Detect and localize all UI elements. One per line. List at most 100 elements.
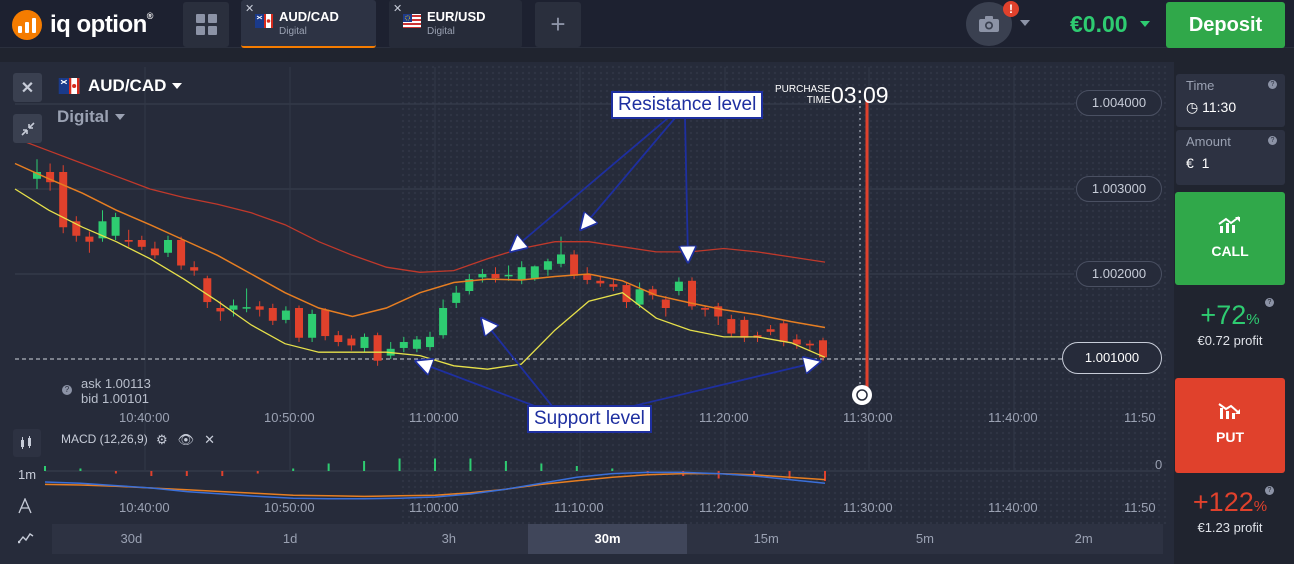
- time-axis-label: 11:00:00: [409, 500, 459, 515]
- chart-type-icon[interactable]: [17, 530, 34, 547]
- period-option[interactable]: 2m: [1074, 531, 1093, 546]
- deposit-button[interactable]: Deposit: [1166, 2, 1285, 48]
- aud-cad-flag-icon: [255, 14, 273, 28]
- time-axis-label: 11:00:00: [409, 410, 459, 425]
- candle-down: [321, 309, 330, 337]
- put-button[interactable]: PUT: [1175, 378, 1285, 473]
- collapse-icon: [20, 121, 35, 136]
- candle-down: [779, 323, 788, 342]
- close-tab-icon[interactable]: ✕: [245, 3, 255, 15]
- grid-icon: [195, 14, 217, 35]
- help-icon[interactable]: ?: [1268, 136, 1277, 145]
- amount-input[interactable]: Amount ? € 1: [1176, 130, 1285, 185]
- candle-down: [648, 289, 657, 296]
- candle-up: [439, 308, 448, 336]
- settings-gear-icon[interactable]: ⚙: [156, 432, 168, 447]
- visibility-eye-icon[interactable]: 👁: [177, 432, 195, 447]
- chevron-down-icon: [114, 114, 125, 120]
- logo[interactable]: iq option®: [12, 10, 153, 40]
- candle-up: [412, 339, 421, 349]
- drawing-tool-icon[interactable]: [18, 497, 32, 517]
- remove-indicator-close-icon[interactable]: ✕: [204, 432, 216, 447]
- candle-down: [334, 335, 343, 342]
- price-chart[interactable]: [0, 62, 1174, 564]
- candle-up: [530, 266, 539, 280]
- candle-down: [792, 339, 801, 345]
- time-axis-label: 11:20:00: [699, 410, 749, 425]
- purchase-time-label: PURCHASE TIME: [775, 84, 831, 106]
- period-option[interactable]: 5m: [915, 531, 934, 546]
- candle-down: [714, 306, 723, 317]
- call-chart-up-icon: [1218, 216, 1240, 233]
- time-axis-label: 11:30:00: [843, 410, 893, 425]
- time-axis-label: 10:50:00: [264, 410, 315, 425]
- time-axis-label: 10:40:00: [119, 500, 170, 515]
- period-option[interactable]: 1d: [282, 531, 298, 546]
- time-selector[interactable]: Time ? ◷ 11:30: [1176, 74, 1285, 127]
- eur-usd-flag-icon: [403, 14, 421, 28]
- candle-down: [661, 299, 670, 308]
- candle-down: [701, 308, 710, 310]
- candle-down: [805, 343, 814, 346]
- candle-interval[interactable]: 1m: [18, 467, 37, 482]
- asset-selector[interactable]: AUD/CAD: [58, 76, 183, 96]
- help-icon[interactable]: ?: [1265, 486, 1274, 495]
- price-level-tag: 1.004000: [1076, 90, 1162, 116]
- macd-zero-label: 0: [1155, 457, 1163, 472]
- candle-up: [111, 217, 120, 236]
- collapse-chart-button[interactable]: [13, 114, 42, 143]
- time-axis-label: 10:50:00: [264, 500, 315, 515]
- candle-down: [740, 319, 749, 338]
- balance[interactable]: €0.00: [1070, 11, 1128, 37]
- candle-up: [33, 172, 41, 179]
- indicators-button[interactable]: [13, 429, 41, 457]
- close-chart-button[interactable]: ✕: [13, 73, 42, 102]
- call-percentage: +72%: [1200, 300, 1260, 330]
- candle-up: [242, 307, 251, 309]
- candle-down: [373, 335, 382, 361]
- tab-asset-type: Digital: [279, 26, 307, 37]
- stopwatch-icon: [852, 385, 872, 405]
- candlestick-icon: [21, 436, 31, 449]
- tab-aud-cad[interactable]: ✕ AUD/CAD Digital: [241, 0, 376, 48]
- grid-view-button[interactable]: [183, 2, 229, 47]
- candle-down: [255, 306, 264, 310]
- candle-up: [557, 254, 565, 264]
- balance-chevron-down-icon[interactable]: [1140, 21, 1150, 27]
- candle-up: [426, 336, 434, 348]
- camera-button[interactable]: [966, 2, 1012, 46]
- help-icon[interactable]: ?: [62, 385, 72, 395]
- candle-down: [59, 172, 68, 228]
- period-option-selected[interactable]: 30m: [528, 524, 687, 554]
- resistance-level-annotation: Resistance level: [611, 91, 764, 119]
- alert-badge: !: [1003, 1, 1019, 17]
- close-tab-icon[interactable]: ✕: [393, 3, 403, 15]
- period-option[interactable]: 3h: [441, 531, 457, 546]
- support-level-annotation: Support level: [527, 405, 652, 433]
- macd-label: MACD (12,26,9): [61, 432, 148, 446]
- period-option[interactable]: 15m: [753, 531, 779, 546]
- help-icon[interactable]: ?: [1265, 298, 1274, 307]
- candle-down: [766, 329, 775, 332]
- middle-band-line: [14, 162, 826, 329]
- candle-down: [609, 284, 618, 287]
- amount-value: € 1: [1186, 155, 1210, 171]
- option-type-selector[interactable]: Digital: [57, 107, 125, 127]
- candle-down: [216, 308, 225, 312]
- candle-up: [635, 289, 644, 305]
- put-chart-down-icon: [1218, 403, 1240, 419]
- candle-up: [517, 267, 526, 280]
- candle-up: [399, 342, 408, 348]
- logo-text: iq option®: [50, 11, 153, 38]
- time-axis-label: 11:20:00: [699, 500, 749, 515]
- candle-down: [347, 338, 356, 346]
- chevron-down-icon[interactable]: [1020, 20, 1030, 26]
- call-button[interactable]: CALL: [1175, 192, 1285, 285]
- tab-eur-usd[interactable]: ✕ EUR/USD Digital: [389, 0, 522, 48]
- period-option[interactable]: 30d: [120, 531, 143, 546]
- stopwatch-icon: [856, 389, 868, 401]
- help-icon[interactable]: ?: [1268, 80, 1277, 89]
- add-tab-button[interactable]: +: [535, 2, 581, 47]
- candle-down: [295, 308, 303, 338]
- candle-down: [727, 319, 736, 334]
